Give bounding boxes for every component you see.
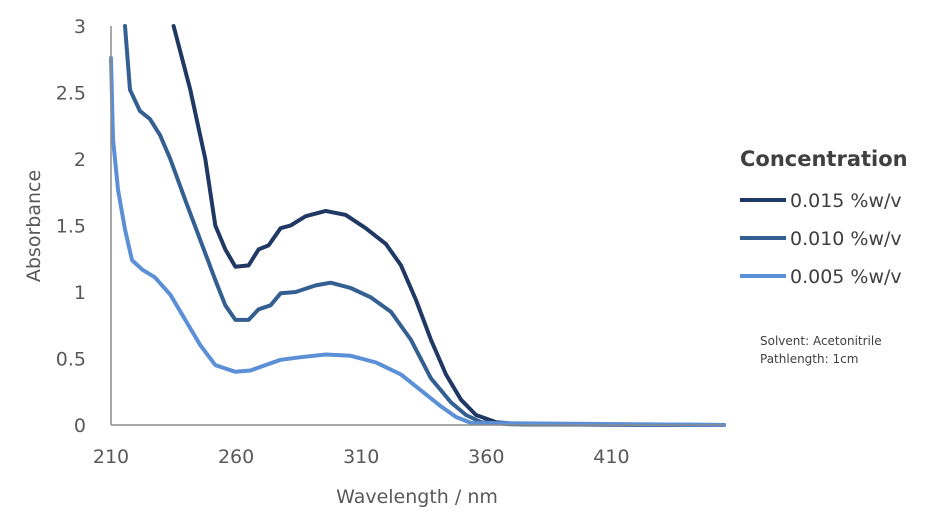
x-tick-label: 310: [343, 446, 379, 468]
y-tick-label: 3: [74, 16, 86, 38]
y-tick-label: 0.5: [56, 349, 86, 371]
series-line-0: [171, 24, 726, 427]
legend-title: Concentration: [740, 147, 908, 171]
x-tick-label: 260: [218, 446, 254, 468]
y-tick-label: 2.5: [56, 83, 86, 105]
x-axis-label: Wavelength / nm: [336, 486, 498, 508]
legend-label-1: 0.010 %w/v: [790, 228, 902, 250]
y-axis-label: Absorbance: [23, 170, 45, 282]
series-line-1: [123, 24, 726, 427]
x-tick-label: 210: [93, 446, 129, 468]
y-tick-label: 0: [74, 415, 86, 437]
x-tick-label: 360: [468, 446, 504, 468]
series-line-2: [109, 55, 726, 427]
annotation-solvent: Solvent: Acetonitrile: [760, 334, 882, 348]
annotation-pathlength: Pathlength: 1cm: [760, 352, 858, 366]
y-tick-label: 1.5: [56, 216, 86, 238]
y-tick-label: 1: [74, 282, 86, 304]
legend-label-0: 0.015 %w/v: [790, 190, 902, 212]
legend-label-2: 0.005 %w/v: [790, 266, 902, 288]
y-tick-label: 2: [74, 149, 86, 171]
x-tick-label: 410: [593, 446, 629, 468]
